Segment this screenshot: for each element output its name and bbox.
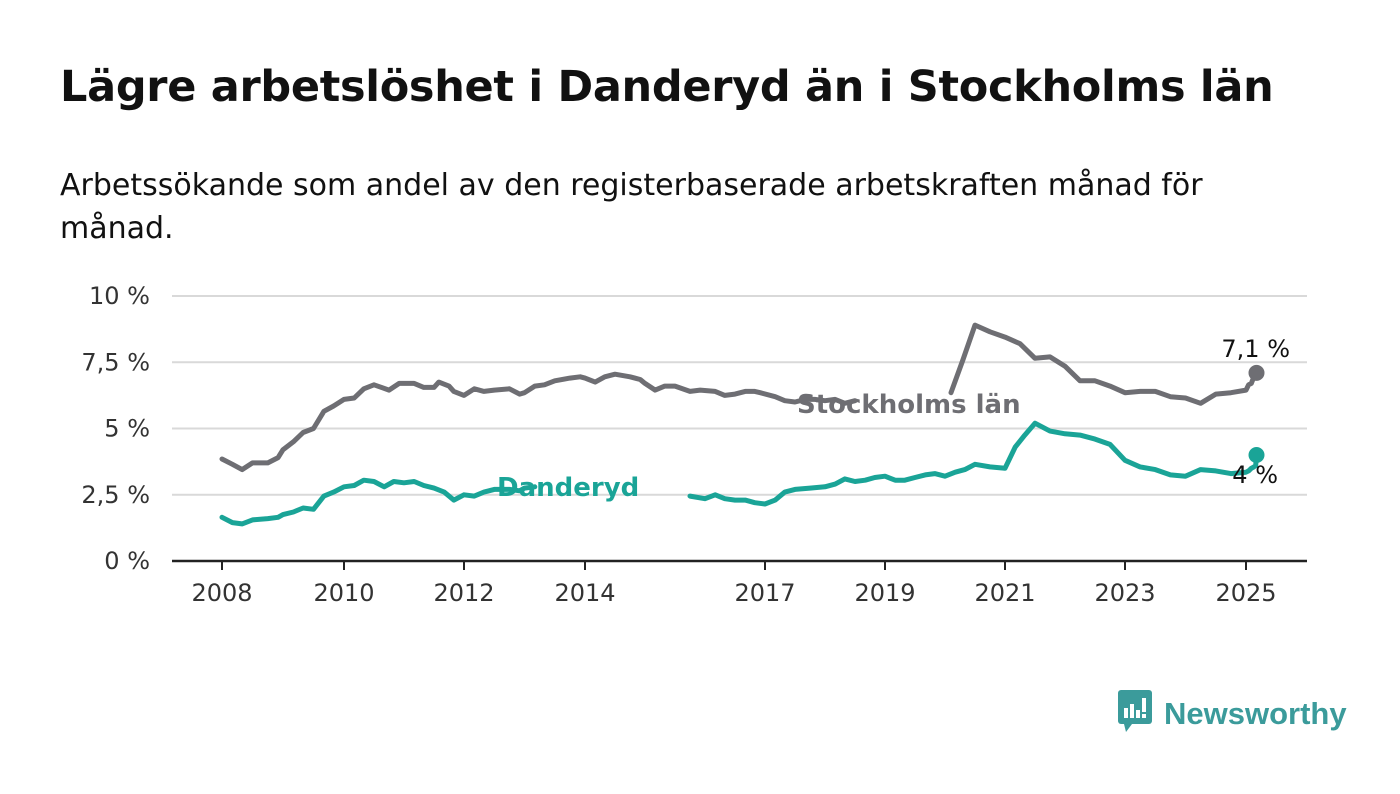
end-label-danderyd: 4 %: [1232, 461, 1278, 489]
chart-subtitle: Arbetssökande som andel av den registerb…: [60, 168, 1203, 246]
end-label-stockholms-lan: 7,1 %: [1221, 335, 1290, 363]
series-line-danderyd: [219, 420, 1259, 527]
x-tick-label: 2019: [854, 579, 915, 607]
x-tick-label: 2021: [974, 579, 1035, 607]
x-tick-label: 2010: [313, 579, 374, 607]
series-line-stockholms-l-n: [219, 322, 1259, 473]
y-axis-ticks: 0 % 2,5 % 5 % 7,5 % 10 %: [81, 282, 150, 575]
x-tick-label: 2017: [734, 579, 795, 607]
newsworthy-chart-logo-icon: [1118, 690, 1154, 738]
y-tick-label: 0 %: [104, 547, 150, 575]
series-label-stockholms-lan: Stockholms län: [797, 390, 1021, 420]
series-lines: [219, 322, 1265, 527]
x-axis: 2008 2010 2012 2014 2017 2019 2021 2023 2025: [172, 559, 1307, 607]
x-tick-label: 2025: [1215, 579, 1276, 607]
brand-name: Newsworthy: [1164, 696, 1347, 731]
y-tick-label: 2,5 %: [81, 481, 150, 509]
series-labels: Stockholms län Danderyd 7,1 % 4 %: [497, 335, 1290, 503]
series-label-danderyd: Danderyd: [497, 473, 639, 503]
y-tick-label: 10 %: [89, 282, 150, 310]
end-point-danderyd: [1248, 447, 1265, 463]
x-tick-label: 2023: [1094, 579, 1155, 607]
x-tick-label: 2014: [554, 579, 615, 607]
x-tick-label: 2012: [433, 579, 494, 607]
gridlines: [172, 295, 1307, 496]
page-title: Lägre arbetslöshet i Danderyd än i Stock…: [60, 62, 1274, 112]
end-point-stockholms-l-n: [1248, 364, 1265, 381]
x-tick-label: 2008: [191, 579, 252, 607]
y-tick-label: 5 %: [104, 415, 150, 443]
y-tick-label: 7,5 %: [81, 348, 150, 376]
newsworthy-brand: Newsworthy: [1118, 690, 1347, 738]
